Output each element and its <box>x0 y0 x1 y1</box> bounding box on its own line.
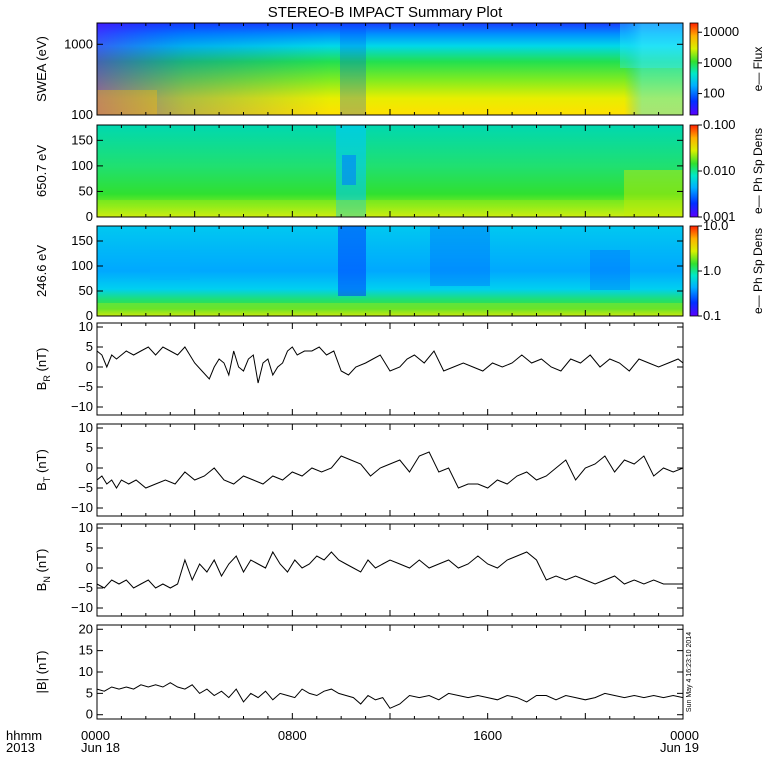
panel-bmag: 0 5 10 15 20 |B| (nT) Sun May 4 16:23:10 201… <box>34 621 693 721</box>
y-tick-label: −5 <box>78 580 93 595</box>
bn-y-axis: −10 −5 0 5 10 <box>71 520 684 616</box>
y-tick-label: 100 <box>71 258 93 273</box>
bt-series-line <box>96 451 684 489</box>
bt-ylabel-sub: T <box>42 476 52 482</box>
pad-650-colorbar-ticks: 0.001 0.010 0.100 <box>698 117 736 224</box>
colorbar-tick-label: 0.1 <box>703 308 721 323</box>
br-y-axis: −10 −5 0 5 10 <box>71 319 684 415</box>
x-tick-date: Jun 18 <box>81 740 120 755</box>
bt-ylabel-unit: (nT) <box>34 449 49 473</box>
y-tick-label: 0 <box>86 209 93 224</box>
y-tick-label: 0 <box>86 460 93 475</box>
y-tick-label: 20 <box>79 621 93 636</box>
y-tick-label: −5 <box>78 379 93 394</box>
colorbar-tick-label: 1.0 <box>703 263 721 278</box>
y-tick-label: 5 <box>86 440 93 455</box>
plot-title: STEREO-B IMPACT Summary Plot <box>268 4 503 21</box>
pad-246-colorbar <box>689 225 699 317</box>
y-tick-label: 0 <box>86 560 93 575</box>
colorbar-tick-label: 1000 <box>703 55 732 70</box>
bmag-y-axis: 0 5 10 15 20 <box>79 621 684 722</box>
y-tick-label: 100 <box>71 158 93 173</box>
y-tick-label: 100 <box>71 107 93 122</box>
bmag-ylabel-unit: (nT) <box>34 651 49 675</box>
y-tick-label: 50 <box>79 183 93 198</box>
bt-ylabel: BT (nT) <box>34 449 52 491</box>
panel-650: 0 50 100 150 650.7 eV 0.001 0.010 0.100 e— Ph… <box>34 117 765 224</box>
bmag-ylabel: |B| (nT) <box>34 651 49 694</box>
y-tick-label: −5 <box>78 480 93 495</box>
y-tick-label: 0 <box>86 308 93 323</box>
swea-y-axis: 100 1000 <box>64 23 684 122</box>
y-tick-label: −10 <box>71 600 93 615</box>
y-tick-label: 0 <box>86 707 93 722</box>
y-tick-label: 10 <box>79 420 93 435</box>
swea-ylabel: SWEA (eV) <box>34 36 49 102</box>
bt-y-axis: −10 −5 0 5 10 <box>71 420 684 516</box>
x-tick-label: 0000 <box>81 728 110 743</box>
pad-246-heatmap <box>97 226 683 316</box>
bn-ylabel-unit: (nT) <box>34 549 49 573</box>
y-tick-label: 5 <box>86 339 93 354</box>
x-tick-date: Jun 19 <box>660 740 699 755</box>
pad-246-ylabel: 246.6 eV <box>34 245 49 297</box>
y-tick-label: −10 <box>71 500 93 515</box>
y-tick-label: 15 <box>79 643 93 658</box>
panel-swea: 100 1000 SWEA (eV) 100 1000 10000 e— Flux <box>34 22 765 122</box>
bn-ylabel-main: B <box>34 583 49 592</box>
pad-246-y-axis: 0 50 100 150 <box>71 226 684 323</box>
y-tick-label: 10 <box>79 319 93 334</box>
swea-colorbar-ticks: 100 1000 10000 <box>698 24 739 101</box>
swea-colorbar <box>689 22 699 116</box>
br-ylabel-sub: R <box>42 375 52 382</box>
colorbar-tick-label: 10.0 <box>703 218 728 233</box>
colorbar-tick-label: 100 <box>703 86 725 101</box>
pad-650-colorbar <box>689 124 699 218</box>
y-tick-label: 10 <box>79 664 93 679</box>
colorbar-tick-label: 0.010 <box>703 163 736 178</box>
timestamp-stamp: Sun May 4 16:23:10 2014 <box>686 632 693 712</box>
y-tick-label: 150 <box>71 233 93 248</box>
br-ylabel-main: B <box>34 382 49 391</box>
panel-bn: −10 −5 0 5 10 BN (nT) <box>34 520 684 617</box>
panel-br: −10 −5 0 5 10 BR (nT) <box>34 319 684 416</box>
bmag-series-line <box>96 682 684 709</box>
br-ylabel-unit: (nT) <box>34 348 49 372</box>
bt-ylabel-main: B <box>34 482 49 491</box>
colorbar-tick-label: 0.100 <box>703 117 736 132</box>
x-tick-label: 1600 <box>473 728 502 743</box>
br-ylabel: BR (nT) <box>34 348 52 391</box>
bn-ylabel: BN (nT) <box>34 549 52 592</box>
pad-650-colorbar-label: e— Ph Sp Dens <box>751 128 765 214</box>
pad-650-y-axis: 0 50 100 150 <box>71 125 684 224</box>
x-tick-label: 0800 <box>278 728 307 743</box>
pad-650-heatmap <box>97 125 683 217</box>
colorbar-tick-label: 10000 <box>703 24 739 39</box>
br-series-line <box>96 346 684 384</box>
y-tick-label: 50 <box>79 283 93 298</box>
panel-bt: −10 −5 0 5 10 BT (nT) <box>34 420 684 517</box>
bn-series-line <box>96 550 683 589</box>
y-tick-label: 10 <box>79 520 93 535</box>
time-label: hhmm <box>6 728 42 743</box>
year-label: 2013 <box>6 740 35 755</box>
pad-650-ylabel: 650.7 eV <box>34 145 49 197</box>
bn-ylabel-sub: N <box>42 576 52 583</box>
y-tick-label: 1000 <box>64 36 93 51</box>
y-tick-label: 5 <box>86 685 93 700</box>
pad-246-colorbar-label: e— Ph Sp Dens <box>751 228 765 314</box>
colorbar-tick-label: 0.001 <box>703 209 736 224</box>
y-tick-label: 150 <box>71 132 93 147</box>
x-tick-label: 0000 <box>670 728 699 743</box>
y-tick-label: 0 <box>86 359 93 374</box>
pad-246-colorbar-ticks: 0.1 1.0 10.0 <box>698 218 728 323</box>
y-tick-label: −10 <box>71 399 93 414</box>
swea-colorbar-label: e— Flux <box>751 47 765 92</box>
bmag-ylabel-main: |B| <box>34 678 49 693</box>
y-tick-label: 5 <box>86 540 93 555</box>
panel-246: 0 50 100 150 246.6 eV 0.1 1.0 10.0 e— Ph Sp D… <box>34 218 765 323</box>
